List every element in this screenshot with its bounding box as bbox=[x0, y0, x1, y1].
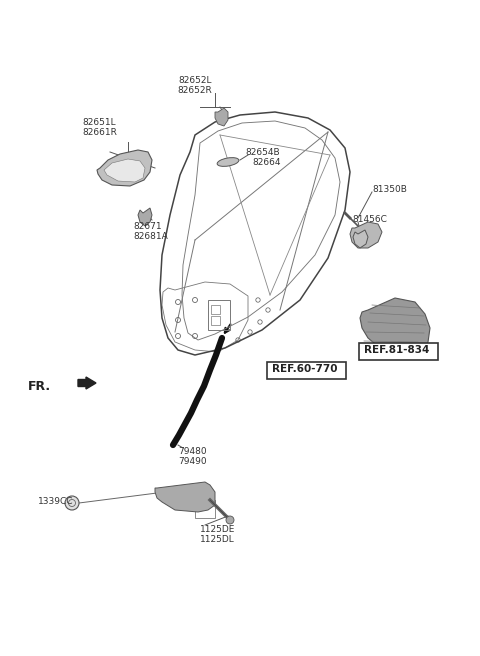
Text: REF.60-770: REF.60-770 bbox=[272, 364, 337, 374]
Polygon shape bbox=[215, 108, 228, 126]
FancyBboxPatch shape bbox=[359, 342, 437, 359]
Text: 82652R: 82652R bbox=[178, 86, 212, 95]
Polygon shape bbox=[350, 222, 382, 248]
Text: 82681A: 82681A bbox=[133, 232, 168, 241]
Ellipse shape bbox=[217, 157, 239, 167]
Polygon shape bbox=[155, 482, 215, 512]
Polygon shape bbox=[353, 230, 368, 248]
Bar bbox=[211, 305, 220, 314]
Polygon shape bbox=[138, 208, 152, 226]
Text: 1339CC: 1339CC bbox=[38, 497, 73, 506]
Text: 81350B: 81350B bbox=[372, 185, 407, 194]
Text: 82654B: 82654B bbox=[245, 148, 280, 157]
Text: 82664: 82664 bbox=[252, 158, 280, 167]
Text: 82661R: 82661R bbox=[82, 128, 117, 137]
Text: REF.81-834: REF.81-834 bbox=[364, 345, 430, 355]
Text: FR.: FR. bbox=[28, 380, 51, 394]
Polygon shape bbox=[360, 298, 430, 358]
Bar bbox=[208, 300, 230, 330]
FancyArrow shape bbox=[78, 377, 96, 389]
Circle shape bbox=[65, 496, 79, 510]
Text: 82671: 82671 bbox=[133, 222, 162, 231]
Bar bbox=[211, 316, 220, 325]
Text: 82652L: 82652L bbox=[178, 76, 212, 85]
Text: 79490: 79490 bbox=[178, 457, 206, 466]
Text: 1125DE: 1125DE bbox=[200, 525, 235, 534]
Text: 79480: 79480 bbox=[178, 447, 206, 456]
Text: 1125DL: 1125DL bbox=[200, 535, 235, 544]
FancyBboxPatch shape bbox=[266, 361, 346, 379]
Polygon shape bbox=[104, 159, 145, 182]
Polygon shape bbox=[97, 150, 152, 186]
Text: 82651L: 82651L bbox=[82, 118, 116, 127]
Text: 81456C: 81456C bbox=[352, 215, 387, 224]
Circle shape bbox=[226, 516, 234, 524]
Bar bbox=[195, 500, 215, 518]
